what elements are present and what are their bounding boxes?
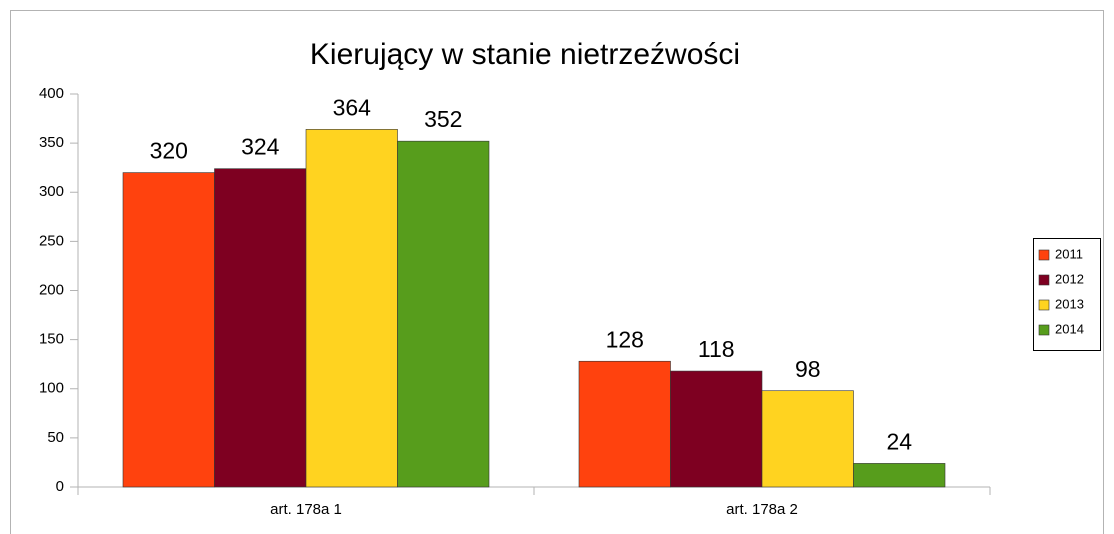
legend-swatch [1038, 249, 1050, 261]
data-label: 118 [698, 336, 735, 362]
y-tick-label: 150 [39, 331, 64, 348]
data-label: 128 [606, 326, 644, 352]
bar [670, 370, 763, 488]
y-tick-label: 400 [39, 85, 64, 102]
legend-label: 2014 [1055, 321, 1084, 336]
bar [214, 168, 307, 488]
legend-label: 2012 [1055, 271, 1084, 286]
y-tick-label: 50 [47, 429, 64, 446]
legend-label: 2013 [1055, 296, 1084, 311]
x-tick-label: art. 178a 1 [270, 501, 342, 518]
y-tick-label: 0 [56, 478, 64, 495]
data-label: 324 [241, 134, 280, 160]
legend-label: 2011 [1055, 246, 1083, 261]
legend-swatch [1038, 299, 1050, 311]
legend-swatch [1038, 274, 1050, 286]
x-tick-label: art. 178a 2 [726, 501, 798, 518]
chart-title: Kierujący w stanie nietrzeźwości [310, 38, 740, 71]
data-label: 98 [795, 356, 821, 382]
bar [397, 140, 490, 488]
y-tick-label: 350 [39, 134, 64, 151]
data-label: 320 [150, 138, 188, 164]
y-tick-label: 250 [39, 232, 64, 249]
bar [305, 129, 398, 488]
y-tick-label: 300 [39, 183, 64, 200]
data-label: 364 [333, 94, 372, 120]
y-tick-label: 200 [39, 281, 64, 298]
bar [761, 390, 854, 488]
bar [578, 360, 671, 488]
data-label: 24 [886, 428, 912, 454]
bar [122, 172, 215, 488]
y-tick-label: 100 [39, 380, 64, 397]
data-label: 352 [424, 106, 462, 132]
legend-swatch [1038, 324, 1050, 336]
bar [853, 463, 946, 488]
